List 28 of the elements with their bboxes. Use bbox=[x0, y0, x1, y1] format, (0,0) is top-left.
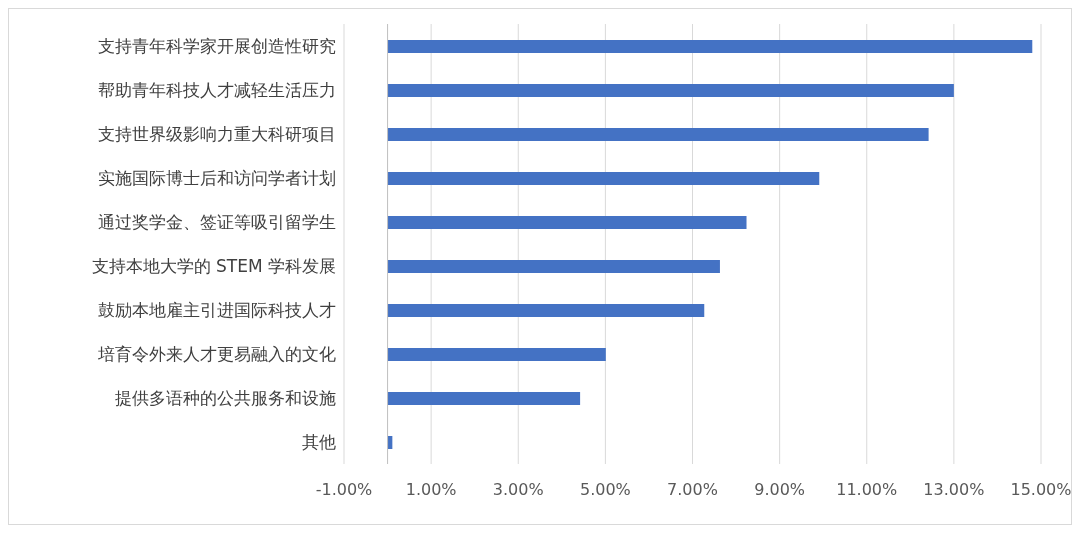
bar bbox=[387, 216, 747, 229]
bar bbox=[387, 392, 581, 405]
y-tick-label: 支持本地大学的 STEM 学科发展 bbox=[91, 256, 336, 277]
y-tick-label: 其他 bbox=[302, 432, 336, 453]
bar bbox=[387, 172, 820, 185]
bar bbox=[387, 260, 720, 273]
x-tick-label: 15.00% bbox=[1010, 480, 1072, 500]
y-tick-label: 支持青年科学家开展创造性研究 bbox=[98, 36, 336, 57]
bar bbox=[387, 40, 1033, 53]
x-tick-label: 1.00% bbox=[405, 480, 457, 500]
y-tick-label: 培育令外来人才更易融入的文化 bbox=[97, 344, 336, 365]
x-tick-label: 9.00% bbox=[754, 480, 806, 500]
y-tick-label: 提供多语种的公共服务和设施 bbox=[115, 388, 336, 409]
bar bbox=[387, 304, 705, 317]
bar bbox=[387, 84, 954, 97]
x-tick-label: 3.00% bbox=[492, 480, 544, 500]
bar bbox=[387, 348, 606, 361]
x-tick-label: 5.00% bbox=[579, 480, 631, 500]
bar bbox=[387, 128, 929, 141]
x-tick-label: 13.00% bbox=[923, 480, 985, 500]
y-tick-label: 鼓励本地雇主引进国际科技人才 bbox=[98, 300, 336, 321]
y-tick-label: 通过奖学金、签证等吸引留学生 bbox=[98, 212, 336, 233]
x-tick-label: -1.00% bbox=[315, 480, 373, 500]
y-tick-label: 帮助青年科技人才减轻生活压力 bbox=[98, 80, 336, 101]
x-tick-label: 7.00% bbox=[667, 480, 718, 500]
x-tick-label: 11.00% bbox=[836, 480, 898, 500]
y-tick-label: 支持世界级影响力重大科研项目 bbox=[98, 124, 336, 145]
y-tick-label: 实施国际博士后和访问学者计划 bbox=[98, 168, 336, 189]
